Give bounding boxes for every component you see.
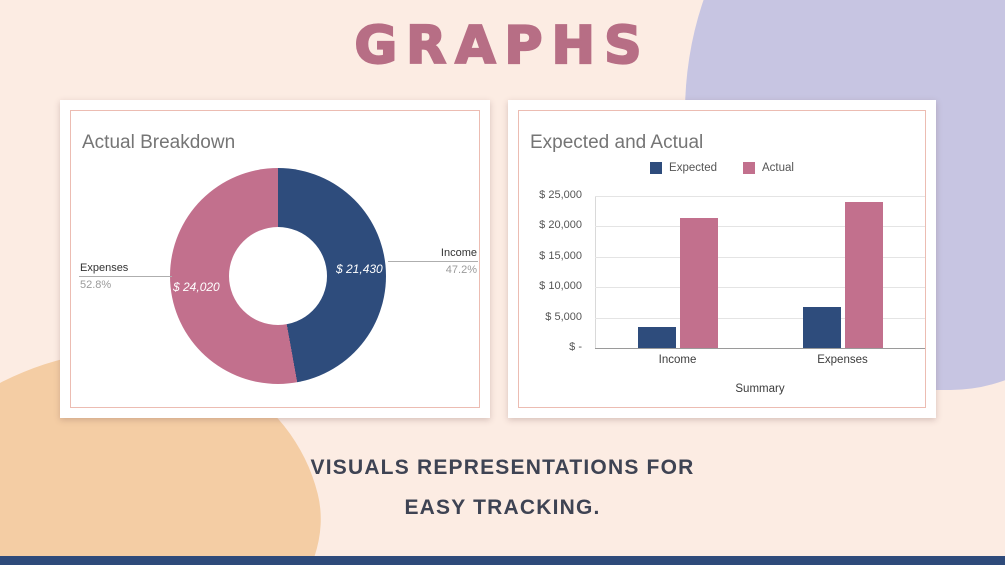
gridline — [595, 317, 925, 319]
y-tick-label: $ 10,000 — [539, 280, 582, 293]
income-leader-line — [388, 261, 478, 262]
y-tick-label: $ 15,000 — [539, 249, 582, 262]
x-axis-title: Summary — [735, 383, 785, 395]
legend-item-expected: Expected — [650, 162, 717, 174]
y-tick-label: $ 20,000 — [539, 219, 582, 232]
income-label: Income — [440, 247, 477, 259]
actual-bar-income[interactable] — [679, 217, 718, 348]
y-axis-labels: $ - $ 5,000 $ 10,000 $ 15,000 $ 20,000 $ 25,0… — [508, 189, 588, 353]
x-tick-label: Income — [658, 354, 697, 366]
expenses-leader-line — [79, 276, 172, 277]
legend-label: Expected — [669, 162, 717, 174]
donut-chart[interactable] — [170, 168, 386, 384]
expenses-percent-label: 52.8% — [80, 279, 112, 291]
donut-hole — [229, 227, 327, 325]
gridline — [595, 287, 925, 289]
y-tick-label: $ 5,000 — [545, 310, 582, 323]
caption-line-1: VISUALS REPRESENTATIONS FOR — [310, 456, 695, 479]
bar-plot-area — [595, 196, 925, 349]
expected-bar-expenses[interactable] — [802, 307, 841, 348]
expenses-label: Expenses — [80, 262, 129, 274]
gridline — [595, 226, 925, 228]
x-axis-line — [595, 348, 925, 349]
bottom-accent-bar — [0, 556, 1005, 565]
x-tick-label: Expenses — [817, 354, 868, 366]
caption-line-2: EASY TRACKING. — [404, 496, 601, 519]
income-slice-value: $ 21,430 — [336, 262, 383, 276]
donut-chart-title: Actual Breakdown — [82, 132, 236, 153]
gridline — [595, 196, 925, 197]
y-tick-label: $ - — [569, 341, 582, 353]
legend-item-actual: Actual — [742, 162, 794, 174]
bar-chart-title: Expected and Actual — [530, 132, 704, 153]
legend-swatch — [742, 162, 755, 174]
caption: VISUALS REPRESENTATIONS FOR EASY TRACKIN… — [0, 448, 1005, 528]
y-tick-label: $ 25,000 — [539, 189, 582, 201]
expenses-slice-value: $ 24,020 — [173, 280, 220, 294]
legend-swatch — [650, 162, 663, 174]
slide-title: GRAPHS — [353, 15, 651, 77]
x-axis-labels: Income Expenses — [595, 354, 925, 368]
gridline — [595, 256, 925, 258]
bar-chart-card: Expected and Actual Expected Actual $ - $ … — [508, 100, 936, 418]
income-percent-label: 47.2% — [445, 264, 477, 276]
donut-chart-card: Actual Breakdown $ 21,430 $ 24,020 Incom… — [60, 100, 490, 418]
expected-bar-income[interactable] — [637, 326, 676, 348]
legend-label: Actual — [761, 162, 794, 174]
bar-chart-legend: Expected Actual — [508, 162, 936, 174]
actual-bar-expenses[interactable] — [844, 201, 883, 348]
